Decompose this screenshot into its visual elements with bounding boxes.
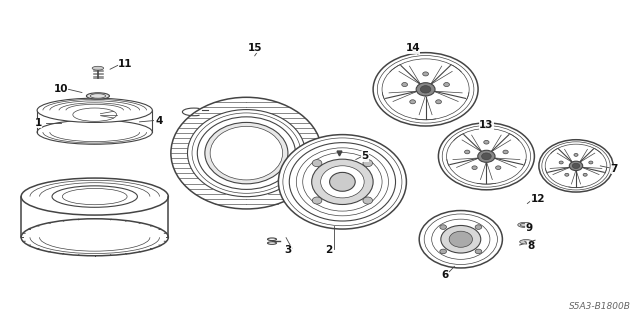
Ellipse shape <box>477 150 495 162</box>
Ellipse shape <box>559 161 563 164</box>
Ellipse shape <box>583 173 588 176</box>
Ellipse shape <box>465 150 470 154</box>
Ellipse shape <box>283 138 402 226</box>
Ellipse shape <box>520 240 532 244</box>
Text: 10: 10 <box>54 84 68 94</box>
Ellipse shape <box>303 152 382 211</box>
Text: 15: 15 <box>248 43 262 53</box>
Ellipse shape <box>436 100 442 104</box>
Ellipse shape <box>503 150 508 154</box>
Ellipse shape <box>312 159 373 204</box>
Ellipse shape <box>410 100 415 104</box>
Ellipse shape <box>475 249 482 254</box>
Text: 8: 8 <box>527 241 535 251</box>
Ellipse shape <box>447 129 526 184</box>
Ellipse shape <box>444 83 449 86</box>
Text: 1: 1 <box>35 118 42 128</box>
Ellipse shape <box>472 166 477 169</box>
Ellipse shape <box>296 148 388 216</box>
Ellipse shape <box>481 153 492 160</box>
Text: 5: 5 <box>361 151 369 161</box>
Ellipse shape <box>171 97 322 209</box>
Text: 3: 3 <box>284 245 292 256</box>
Ellipse shape <box>539 140 613 192</box>
Ellipse shape <box>570 161 582 171</box>
Ellipse shape <box>52 186 138 207</box>
Ellipse shape <box>441 226 481 253</box>
Ellipse shape <box>545 144 607 188</box>
Ellipse shape <box>330 172 355 191</box>
Ellipse shape <box>92 66 104 70</box>
Text: 4: 4 <box>155 116 163 126</box>
Ellipse shape <box>197 117 296 189</box>
Ellipse shape <box>440 225 447 229</box>
Ellipse shape <box>564 173 569 176</box>
Ellipse shape <box>268 238 276 241</box>
Ellipse shape <box>495 166 501 169</box>
Ellipse shape <box>416 83 435 96</box>
Ellipse shape <box>86 93 109 99</box>
Ellipse shape <box>62 189 127 205</box>
Ellipse shape <box>419 211 502 268</box>
Ellipse shape <box>518 222 532 227</box>
Ellipse shape <box>440 249 447 254</box>
Text: 6: 6 <box>441 270 449 280</box>
Ellipse shape <box>449 231 472 247</box>
Text: 13: 13 <box>479 120 493 130</box>
Ellipse shape <box>188 110 305 197</box>
Ellipse shape <box>363 197 372 204</box>
Ellipse shape <box>21 178 168 215</box>
Ellipse shape <box>321 166 364 198</box>
Ellipse shape <box>312 197 322 204</box>
Text: S5A3-B1800B: S5A3-B1800B <box>568 302 630 311</box>
Ellipse shape <box>424 214 497 264</box>
Ellipse shape <box>73 108 116 121</box>
Ellipse shape <box>484 140 489 144</box>
Ellipse shape <box>312 160 322 167</box>
Ellipse shape <box>37 120 152 144</box>
Ellipse shape <box>373 53 478 126</box>
Ellipse shape <box>475 225 482 229</box>
Ellipse shape <box>589 161 593 164</box>
Ellipse shape <box>442 125 531 187</box>
Ellipse shape <box>422 72 429 76</box>
Ellipse shape <box>542 142 610 190</box>
Text: 11: 11 <box>118 59 132 69</box>
Text: 12: 12 <box>531 194 545 204</box>
Ellipse shape <box>192 113 301 193</box>
Ellipse shape <box>382 59 469 120</box>
Text: 9: 9 <box>525 223 532 233</box>
Text: 7: 7 <box>611 164 618 174</box>
Ellipse shape <box>21 219 168 256</box>
Ellipse shape <box>205 122 288 184</box>
Ellipse shape <box>37 98 152 122</box>
Ellipse shape <box>574 153 578 156</box>
Ellipse shape <box>420 86 431 93</box>
Text: 2: 2 <box>324 245 332 256</box>
Ellipse shape <box>438 123 534 190</box>
Ellipse shape <box>378 56 474 123</box>
Ellipse shape <box>363 160 372 167</box>
Ellipse shape <box>210 126 283 180</box>
Ellipse shape <box>268 242 276 244</box>
Ellipse shape <box>572 163 580 168</box>
Ellipse shape <box>289 143 396 221</box>
Ellipse shape <box>431 219 490 259</box>
Ellipse shape <box>278 135 406 229</box>
Ellipse shape <box>402 83 408 86</box>
Text: 14: 14 <box>406 43 420 54</box>
